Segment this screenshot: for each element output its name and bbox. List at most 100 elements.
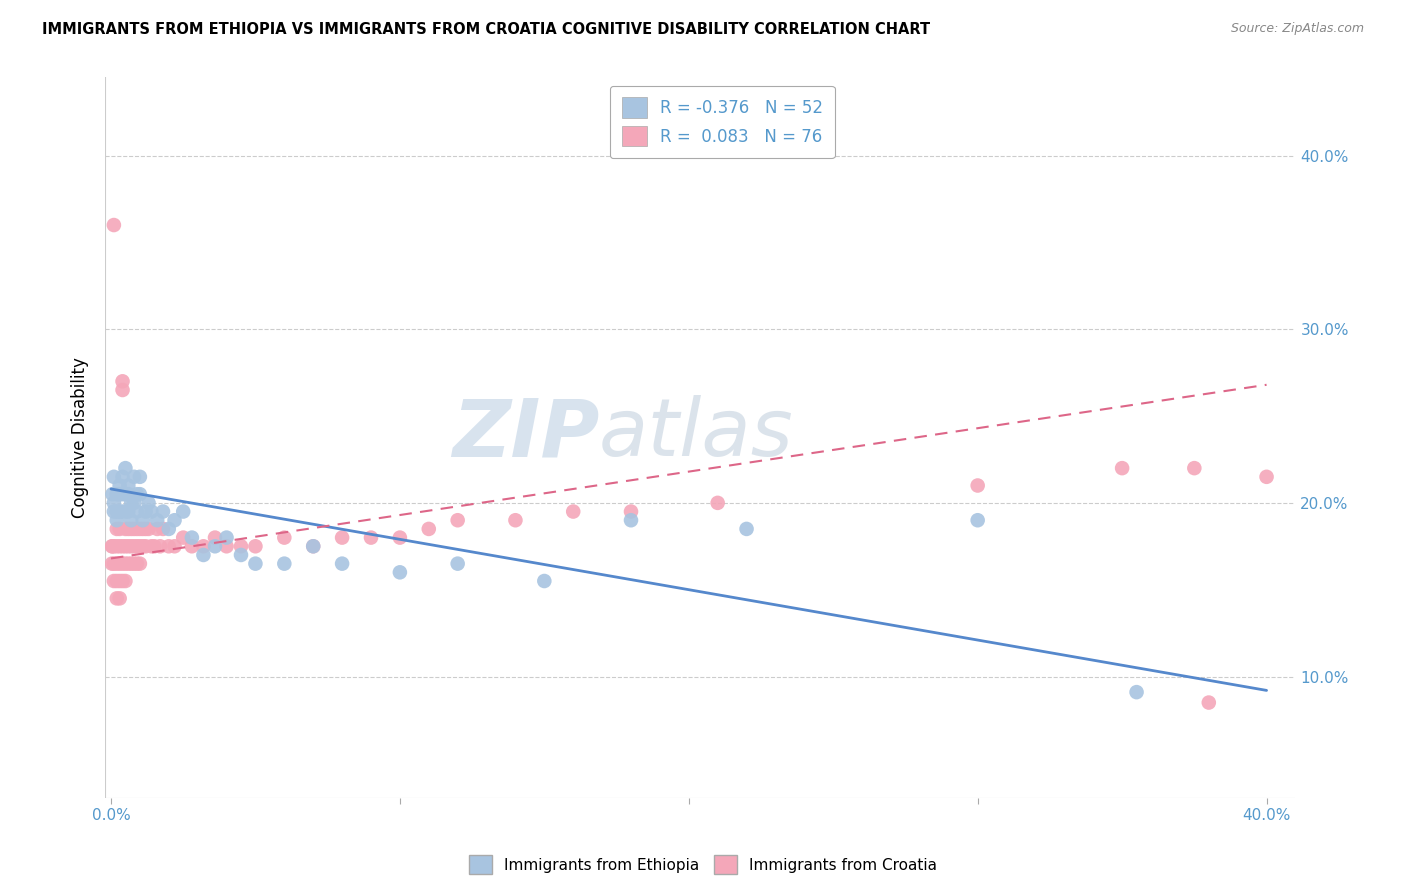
Point [152,522,174,536]
Point [157,522,180,536]
Point [360,531,382,545]
Point [103,496,125,510]
Point [105,591,128,606]
Point [447,557,470,571]
Point [105,574,128,588]
Text: Source: ZipAtlas.com: Source: ZipAtlas.com [1230,22,1364,36]
Point [114,522,136,536]
Point [111,374,134,388]
Point [114,487,136,501]
Point [120,539,142,553]
Point [505,513,527,527]
Point [105,522,128,536]
Point [273,557,295,571]
Point [117,522,139,536]
Point [108,591,131,606]
Point [114,539,136,553]
Point [128,470,150,484]
Point [135,522,157,536]
Point [111,557,134,571]
Point [180,539,202,553]
Point [111,504,134,518]
Point [105,504,128,518]
Point [447,513,470,527]
Point [966,478,988,492]
Point [103,470,125,484]
Point [117,504,139,518]
Point [108,557,131,571]
Point [172,504,194,518]
Point [157,539,180,553]
Point [245,539,267,553]
Point [108,574,131,588]
Point [330,531,353,545]
Point [141,504,163,518]
Point [117,478,139,492]
Point [149,539,172,553]
Point [101,487,124,501]
Point [135,504,157,518]
Point [122,522,145,536]
Point [128,522,150,536]
Point [111,539,134,553]
Point [111,574,134,588]
Point [125,487,148,501]
Point [1182,461,1205,475]
Legend: Immigrants from Ethiopia, Immigrants from Croatia: Immigrants from Ethiopia, Immigrants fro… [463,849,943,880]
Point [215,531,238,545]
Point [105,487,128,501]
Point [152,504,174,518]
Point [114,461,136,475]
Point [122,496,145,510]
Point [117,487,139,501]
Point [125,522,148,536]
Point [128,557,150,571]
Point [117,557,139,571]
Point [215,539,238,553]
Point [138,522,160,536]
Point [163,513,186,527]
Point [163,539,186,553]
Legend: R = -0.376   N = 52, R =  0.083   N = 76: R = -0.376 N = 52, R = 0.083 N = 76 [610,86,835,158]
Point [146,522,169,536]
Point [418,522,440,536]
Point [620,504,643,518]
Point [966,513,988,527]
Point [138,496,160,510]
Point [105,539,128,553]
Point [125,539,148,553]
Point [245,557,267,571]
Point [388,566,411,580]
Point [302,539,325,553]
Point [103,539,125,553]
Point [273,531,295,545]
Point [108,539,131,553]
Point [108,478,131,492]
Point [620,513,643,527]
Point [229,539,252,553]
Point [533,574,555,588]
Point [204,539,226,553]
Point [388,531,411,545]
Point [132,513,155,527]
Point [105,557,128,571]
Point [1125,685,1147,699]
Point [103,557,125,571]
Point [117,539,139,553]
Point [103,504,125,518]
Point [132,539,155,553]
Point [135,539,157,553]
Point [120,496,142,510]
Point [105,513,128,527]
Point [562,504,585,518]
Point [146,513,169,527]
Text: IMMIGRANTS FROM ETHIOPIA VS IMMIGRANTS FROM CROATIA COGNITIVE DISABILITY CORRELA: IMMIGRANTS FROM ETHIOPIA VS IMMIGRANTS F… [42,22,931,37]
Point [108,522,131,536]
Point [193,548,215,562]
Point [229,548,252,562]
Point [103,218,125,232]
Point [735,522,758,536]
Point [108,504,131,518]
Point [114,504,136,518]
Point [120,513,142,527]
